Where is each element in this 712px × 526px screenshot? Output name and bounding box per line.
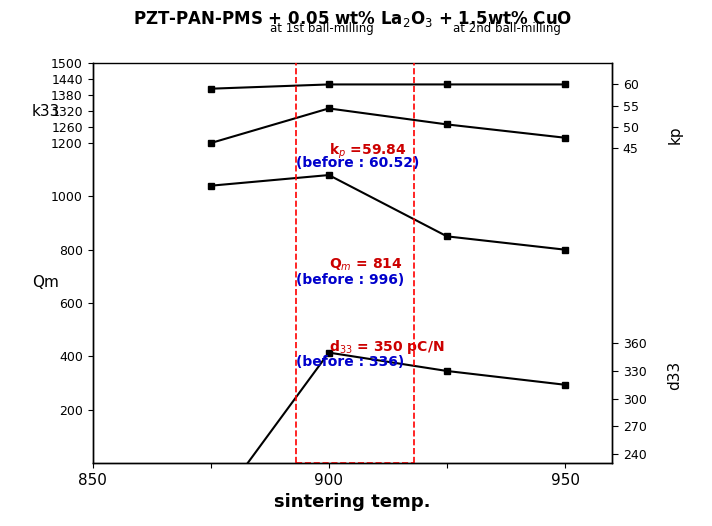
- Text: Q$_m$ = 814: Q$_m$ = 814: [329, 256, 402, 272]
- X-axis label: sintering temp.: sintering temp.: [274, 493, 431, 511]
- Text: at 1st ball-milling: at 1st ball-milling: [270, 22, 374, 35]
- Title: PZT-PAN-PMS + $\mathbf{0.05}$ wt% La$_2$O$_3$ + 1.5wt% CuO: PZT-PAN-PMS + $\mathbf{0.05}$ wt% La$_2$…: [132, 9, 572, 29]
- Text: (before : 336): (before : 336): [295, 355, 404, 369]
- Text: d$_{33}$ = 350 pC/N: d$_{33}$ = 350 pC/N: [329, 338, 444, 356]
- Text: kp: kp: [667, 126, 682, 145]
- Text: (before : 60.52): (before : 60.52): [295, 156, 419, 170]
- Text: at 2nd ball-milling: at 2nd ball-milling: [454, 22, 561, 35]
- Text: (before : 996): (before : 996): [295, 274, 404, 287]
- Text: Qm: Qm: [32, 276, 59, 290]
- Text: d33: d33: [667, 360, 682, 390]
- Text: k33: k33: [31, 104, 60, 118]
- Text: k$_p$ =59.84: k$_p$ =59.84: [329, 142, 407, 161]
